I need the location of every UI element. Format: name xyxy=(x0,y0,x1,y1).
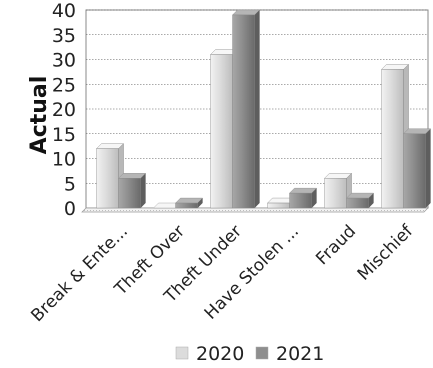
y-axis-title: Actual xyxy=(27,76,52,155)
bar-2021-5 xyxy=(403,128,431,209)
legend-item-2020: 2020 xyxy=(175,343,244,365)
bar-2021-4 xyxy=(346,192,374,209)
x-tick-label: Fraud xyxy=(312,221,360,269)
y-tick-label: 10 xyxy=(52,149,76,171)
bar-2021-3 xyxy=(289,187,317,209)
bar-2021-0 xyxy=(118,172,146,209)
legend-label: 2021 xyxy=(276,343,324,365)
legend-label: 2020 xyxy=(196,343,244,365)
legend-item-2021: 2021 xyxy=(255,343,324,365)
plot-floor xyxy=(81,207,429,213)
y-tick-label: 40 xyxy=(52,0,76,22)
x-tick-label: Mischief xyxy=(354,221,418,285)
y-tick-label: 5 xyxy=(64,173,76,195)
y-tick-label: 30 xyxy=(52,50,76,72)
y-tick-label: 0 xyxy=(64,198,76,220)
bars xyxy=(96,9,431,209)
legend-swatch xyxy=(255,346,269,360)
x-tick-label: Break & Ente... xyxy=(27,221,132,326)
bar-2021-2 xyxy=(232,9,260,209)
y-tick-label: 25 xyxy=(52,74,76,96)
bar-2021-1 xyxy=(175,197,203,209)
y-tick-label: 35 xyxy=(52,25,76,47)
y-tick-label: 20 xyxy=(52,99,76,121)
legend-swatch xyxy=(175,346,189,360)
legend: 2020 2021 xyxy=(175,343,324,365)
y-tick-label: 15 xyxy=(52,124,76,146)
